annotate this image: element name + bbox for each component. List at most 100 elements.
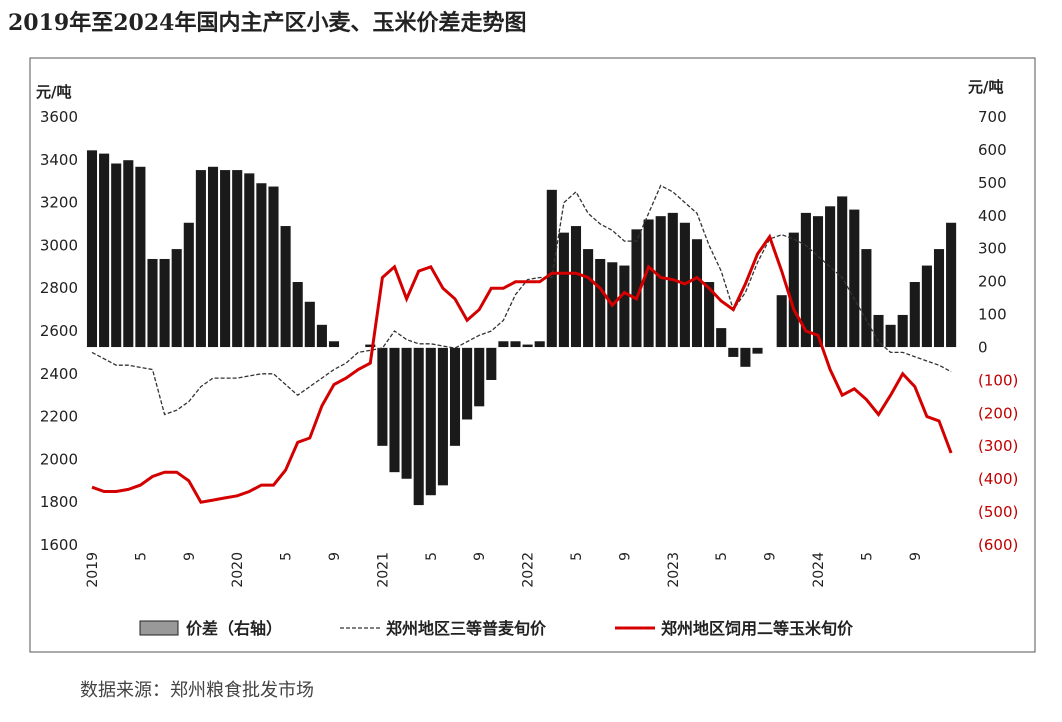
bar — [654, 215, 667, 348]
bar — [267, 185, 280, 348]
x-tick-label: 9 — [908, 552, 924, 561]
bar — [715, 327, 728, 348]
bar — [751, 347, 764, 355]
bar — [449, 347, 461, 447]
x-tick-label: 2023 — [666, 552, 682, 588]
y-tick-label: 3200 — [40, 194, 78, 212]
x-tick-label: 5 — [569, 552, 585, 561]
y-tick-label: 2800 — [40, 279, 78, 297]
y-tick-label: 3000 — [40, 236, 78, 254]
bar — [642, 218, 655, 348]
bar — [255, 182, 268, 348]
x-tick-label: 2019 — [85, 552, 101, 588]
x-tick-label: 5 — [133, 552, 149, 561]
bar — [570, 225, 582, 348]
bar — [800, 212, 812, 348]
y2-tick-label: (200) — [978, 404, 1018, 422]
bar — [921, 264, 933, 348]
y2-tick-label: 700 — [978, 108, 1007, 126]
bar — [485, 347, 498, 381]
bar — [896, 314, 909, 348]
y2-tick-label: 100 — [978, 306, 1007, 324]
bar — [98, 152, 110, 348]
bar — [582, 248, 594, 348]
y2-tick-label: 300 — [978, 240, 1007, 258]
bar — [388, 347, 401, 473]
legend-swatch — [139, 620, 179, 636]
bar — [219, 169, 231, 348]
legend-label: 郑州地区饲用二等玉米旬价 — [661, 619, 854, 638]
legend-label: 郑州地区三等普麦旬价 — [386, 619, 547, 638]
y-tick-label: 2600 — [40, 322, 78, 340]
bar — [727, 347, 740, 358]
y-tick-label: 2200 — [40, 408, 78, 426]
x-tick-label: 5 — [424, 552, 440, 561]
bar — [558, 231, 570, 348]
x-tick-label: 9 — [182, 552, 198, 561]
bar — [594, 258, 607, 348]
y2-tick-label: (500) — [978, 503, 1018, 521]
x-tick-label: 5 — [279, 552, 295, 561]
x-tick-label: 9 — [763, 552, 779, 561]
bar — [933, 248, 945, 348]
bar — [824, 205, 836, 348]
bar — [618, 264, 631, 348]
bar — [521, 343, 534, 348]
bar — [533, 340, 546, 348]
x-tick-label: 9 — [327, 552, 343, 561]
bar — [291, 281, 304, 348]
x-tick-label: 9 — [472, 552, 488, 561]
legend-label: 价差（右轴） — [186, 619, 282, 638]
bar — [836, 195, 849, 348]
y-tick-label: 2400 — [40, 365, 78, 383]
bar — [134, 165, 147, 348]
y2-tick-label: 500 — [978, 174, 1007, 192]
bar — [195, 169, 207, 348]
bar — [424, 347, 437, 497]
y2-tick-label: (300) — [978, 437, 1018, 455]
y-tick-label: 3600 — [40, 108, 78, 126]
y2-tick-label: (100) — [978, 371, 1018, 389]
y2-tick-label: 200 — [978, 273, 1007, 291]
bar — [860, 248, 873, 348]
x-tick-label: 2020 — [230, 552, 246, 588]
bar — [461, 347, 473, 421]
bar — [376, 347, 389, 447]
bar — [945, 221, 957, 348]
bar — [691, 238, 703, 348]
y2-tick-label: (400) — [978, 470, 1018, 488]
y2-tick-label: 600 — [978, 141, 1007, 159]
bar — [182, 221, 195, 348]
y-tick-label: 3400 — [40, 151, 78, 169]
bar — [303, 300, 316, 348]
y-unit: 元/吨 — [36, 83, 71, 101]
bar — [545, 189, 558, 348]
y-tick-label: 1800 — [40, 493, 78, 511]
bar — [122, 159, 135, 348]
bar — [739, 347, 752, 368]
chart-title: 2019年至2024年国内主产区小麦、玉米价差走势图 — [8, 10, 526, 36]
bar — [872, 314, 885, 348]
bar — [775, 294, 788, 348]
bar — [908, 281, 921, 348]
y2-tick-label: 400 — [978, 207, 1007, 225]
bar — [400, 347, 413, 480]
bar — [158, 258, 171, 348]
bar — [170, 248, 183, 348]
bar — [146, 258, 159, 348]
bar — [207, 165, 219, 348]
bar — [316, 324, 328, 348]
bar — [86, 149, 98, 348]
y2-unit: 元/吨 — [968, 78, 1003, 96]
source: 数据来源：郑州粮食批发市场 — [80, 680, 314, 701]
x-tick-label: 2024 — [811, 552, 827, 588]
x-tick-label: 2022 — [521, 552, 537, 588]
bar — [787, 231, 800, 348]
bar — [473, 347, 486, 408]
bar — [703, 281, 715, 348]
x-tick-label: 5 — [714, 552, 730, 561]
bar — [412, 347, 425, 506]
x-tick-label: 5 — [859, 552, 875, 561]
